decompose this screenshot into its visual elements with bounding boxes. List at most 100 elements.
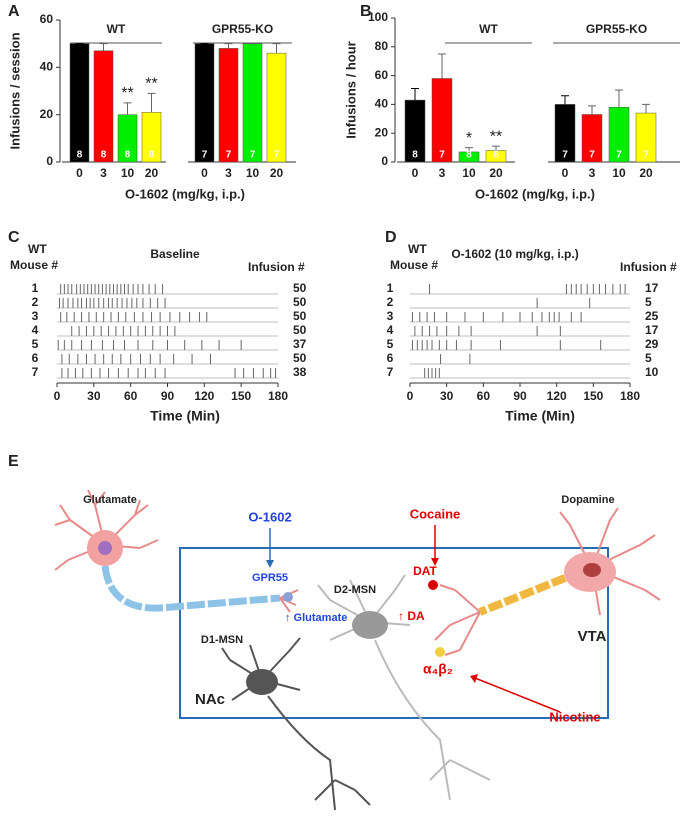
infusion-count: 5 bbox=[645, 351, 652, 365]
label: ↑ DA bbox=[398, 609, 425, 623]
mouse-number: 5 bbox=[387, 337, 394, 351]
dat-marker bbox=[428, 580, 438, 590]
row-header: WT bbox=[408, 242, 427, 256]
n-label: 8 bbox=[101, 150, 107, 161]
label: D1-MSN bbox=[201, 634, 243, 646]
error-bar bbox=[438, 53, 446, 79]
x-axis-label: Time (Min) bbox=[505, 408, 575, 424]
n-label: 7 bbox=[202, 150, 208, 161]
bar bbox=[93, 50, 114, 163]
glutamate-axon bbox=[101, 565, 281, 612]
mouse-number: 2 bbox=[387, 295, 394, 309]
significance: ** bbox=[121, 85, 133, 102]
panel-label: E bbox=[8, 453, 19, 470]
panel-label: B bbox=[360, 3, 372, 20]
label: GPR55 bbox=[252, 572, 288, 584]
label: α₄β₂ bbox=[423, 661, 453, 677]
x-tick-label: 30 bbox=[440, 389, 454, 403]
label: Glutamate bbox=[83, 494, 137, 506]
infusion-count: 50 bbox=[293, 281, 307, 295]
infusion-count: 29 bbox=[645, 337, 659, 351]
d1-soma bbox=[246, 669, 278, 695]
n-label: 7 bbox=[250, 150, 256, 161]
row-header: Mouse # bbox=[390, 258, 438, 272]
x-tick-label: 3 bbox=[225, 166, 232, 180]
label: DAT bbox=[413, 564, 437, 578]
x-tick-label: 3 bbox=[439, 166, 446, 180]
d2-soma bbox=[352, 611, 388, 639]
n-label: 8 bbox=[77, 150, 83, 161]
x-tick-label: 10 bbox=[121, 166, 135, 180]
infusion-count: 37 bbox=[293, 337, 307, 351]
row-header: Mouse # bbox=[10, 258, 58, 272]
n-label: 7 bbox=[226, 150, 232, 161]
bar bbox=[242, 43, 263, 163]
receptor-marker bbox=[435, 647, 445, 657]
x-tick-label: 20 bbox=[489, 166, 503, 180]
n-label: 8 bbox=[125, 150, 131, 161]
x-tick-label: 0 bbox=[76, 166, 83, 180]
y-tick-label: 0 bbox=[381, 154, 388, 168]
count-header: Infusion # bbox=[620, 260, 677, 274]
infusion-count: 50 bbox=[293, 323, 307, 337]
infusion-count: 5 bbox=[645, 295, 652, 309]
group-label: WT bbox=[107, 22, 126, 36]
x-tick-label: 10 bbox=[246, 166, 260, 180]
mouse-number: 3 bbox=[387, 309, 394, 323]
panel-label: A bbox=[8, 3, 20, 20]
y-tick-label: 20 bbox=[375, 125, 389, 139]
x-tick-label: 30 bbox=[87, 389, 101, 403]
raster-title: Baseline bbox=[150, 247, 200, 261]
x-axis-label: Time (Min) bbox=[150, 408, 220, 424]
arrowhead bbox=[431, 558, 439, 566]
label: Dopamine bbox=[561, 494, 614, 506]
x-tick-label: 120 bbox=[194, 389, 214, 403]
error-bar bbox=[272, 43, 281, 54]
y-axis-label: Infusions / hour bbox=[343, 41, 358, 139]
error-bar bbox=[123, 102, 132, 115]
x-tick-label: 90 bbox=[161, 389, 175, 403]
glutamate-nucleus bbox=[98, 541, 112, 555]
mouse-number: 1 bbox=[32, 281, 39, 295]
dopamine-nucleus bbox=[583, 563, 601, 577]
x-tick-label: 0 bbox=[407, 389, 414, 403]
d1-neuron bbox=[221, 637, 371, 811]
x-tick-label: 60 bbox=[124, 389, 138, 403]
label: O-1602 bbox=[248, 509, 291, 524]
infusion-count: 38 bbox=[293, 365, 307, 379]
mouse-number: 7 bbox=[32, 365, 39, 379]
d2-neuron bbox=[317, 574, 491, 801]
n-label: 7 bbox=[589, 150, 595, 161]
x-tick-label: 10 bbox=[462, 166, 476, 180]
nac-box bbox=[179, 547, 609, 719]
x-tick-label: 20 bbox=[145, 166, 159, 180]
mouse-number: 4 bbox=[32, 323, 39, 337]
x-tick-label: 0 bbox=[562, 166, 569, 180]
label: Cocaine bbox=[410, 506, 461, 521]
infusion-count: 50 bbox=[293, 309, 307, 323]
x-axis-label: O-1602 (mg/kg, i.p.) bbox=[475, 186, 595, 201]
x-tick-label: 120 bbox=[547, 389, 567, 403]
y-tick-label: 60 bbox=[40, 12, 54, 26]
x-tick-label: 20 bbox=[639, 166, 653, 180]
n-label: 8 bbox=[466, 150, 472, 161]
n-label: 7 bbox=[616, 150, 622, 161]
label: VTA bbox=[578, 628, 607, 645]
y-tick-label: 0 bbox=[46, 154, 53, 168]
significance: ** bbox=[490, 128, 502, 145]
arrowhead bbox=[470, 674, 478, 683]
x-tick-label: 0 bbox=[54, 389, 61, 403]
significance: ** bbox=[145, 76, 157, 93]
error-bar bbox=[642, 103, 650, 114]
label: D2-MSN bbox=[334, 584, 376, 596]
dopamine-neuron bbox=[434, 507, 661, 656]
error-bar bbox=[465, 147, 473, 152]
mouse-number: 7 bbox=[387, 365, 394, 379]
label: NAc bbox=[195, 691, 225, 708]
infusion-count: 17 bbox=[645, 281, 659, 295]
x-tick-label: 150 bbox=[231, 389, 251, 403]
mouse-number: 3 bbox=[32, 309, 39, 323]
group-label: WT bbox=[479, 22, 498, 36]
error-bar bbox=[588, 105, 596, 115]
